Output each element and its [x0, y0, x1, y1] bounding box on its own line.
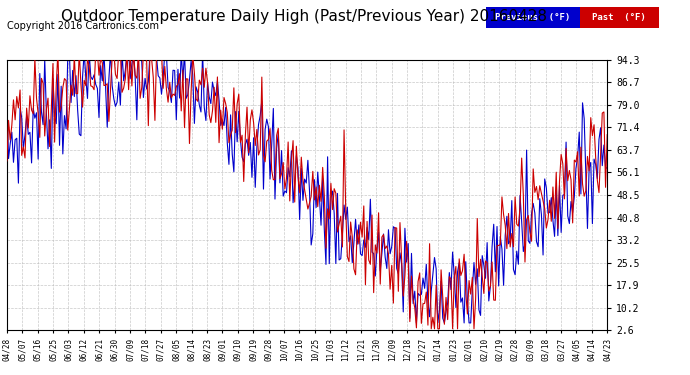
Text: Previous  (°F): Previous (°F): [495, 13, 571, 22]
Text: Copyright 2016 Cartronics.com: Copyright 2016 Cartronics.com: [7, 21, 159, 31]
Text: Past  (°F): Past (°F): [593, 13, 646, 22]
Text: Outdoor Temperature Daily High (Past/Previous Year) 20160428: Outdoor Temperature Daily High (Past/Pre…: [61, 9, 546, 24]
